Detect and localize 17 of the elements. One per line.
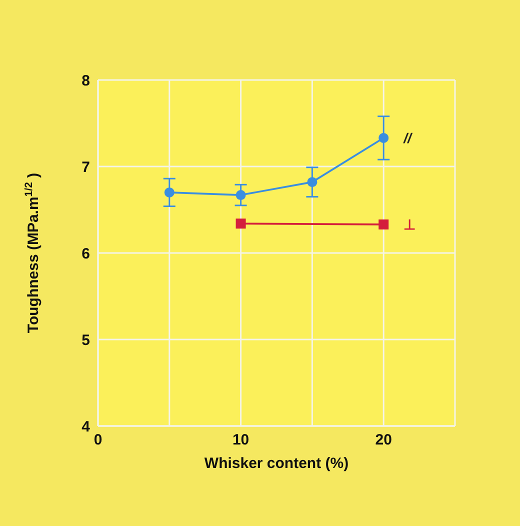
point: [378, 132, 389, 143]
point: [378, 219, 389, 230]
y-tick-label: 5: [82, 332, 90, 349]
point: [236, 190, 246, 200]
series-label: //: [402, 130, 414, 146]
y-tick-label: 8: [82, 72, 90, 90]
point: [307, 177, 318, 188]
x-tick-label: 20: [375, 432, 392, 449]
x-tick-label: 10: [232, 432, 250, 449]
point: [164, 187, 174, 198]
series-label: ⊥: [404, 216, 416, 232]
x-axis-title: Whisker content (%): [204, 455, 349, 472]
y-tick-label: 6: [82, 245, 90, 262]
x-tick-label: 0: [94, 432, 102, 449]
y-tick-label: 4: [82, 418, 91, 436]
point: [236, 218, 246, 229]
y-tick-label: 7: [82, 158, 90, 176]
